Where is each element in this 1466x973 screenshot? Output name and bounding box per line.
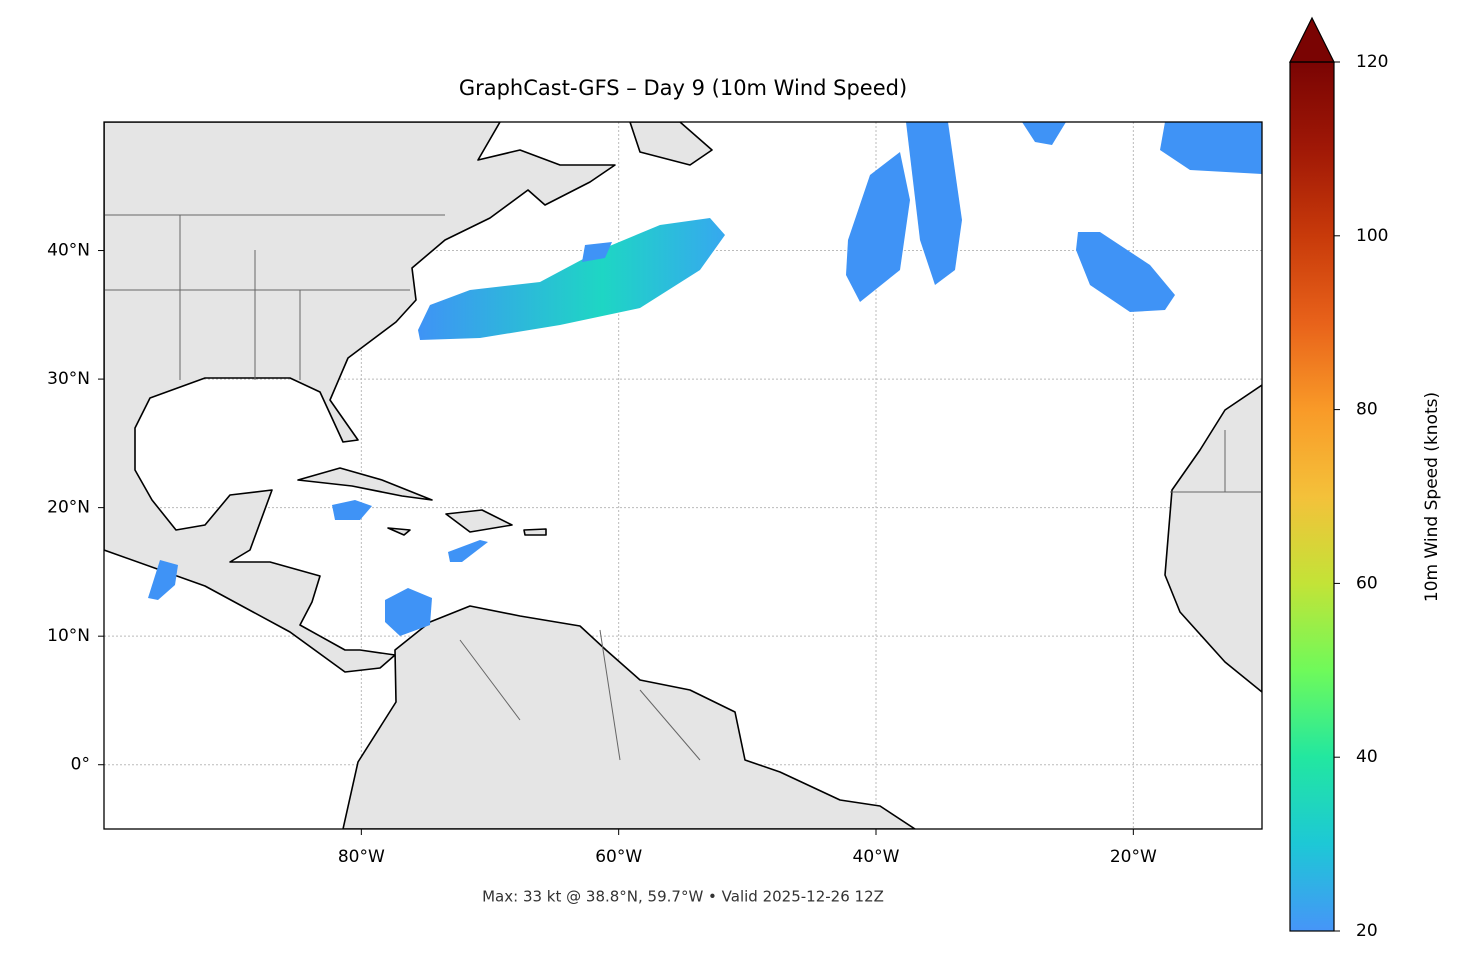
wind-area bbox=[846, 152, 910, 302]
colorbar-extend bbox=[1289, 16, 1335, 63]
colorbar-tick-label: 80 bbox=[1356, 400, 1378, 420]
colorbar-tick-label: 60 bbox=[1356, 573, 1378, 593]
puerto-rico bbox=[523, 528, 547, 536]
colorbar-tick-label: 40 bbox=[1356, 747, 1378, 767]
colorbar-tick-label: 20 bbox=[1356, 921, 1378, 941]
africa bbox=[1164, 384, 1262, 693]
wind-area bbox=[148, 560, 178, 600]
colorbar-tick-label: 120 bbox=[1356, 52, 1388, 72]
north-america bbox=[104, 122, 616, 673]
map-layer bbox=[104, 122, 1262, 829]
x-tick-label: 20°W bbox=[1110, 847, 1157, 867]
wind-area bbox=[448, 540, 488, 562]
y-tick-label: 10°N bbox=[47, 626, 90, 646]
wind-area bbox=[1160, 122, 1262, 174]
y-tick-label: 40°N bbox=[47, 241, 90, 261]
y-tick-label: 30°N bbox=[47, 369, 90, 389]
borders bbox=[104, 214, 1262, 761]
colorbar-label: 10m Wind Speed (knots) bbox=[1422, 392, 1442, 602]
wind-area bbox=[906, 122, 962, 285]
wind-area bbox=[582, 242, 612, 262]
colorbar: 20 40 60 80 100 120 bbox=[1289, 16, 1388, 941]
hispaniola bbox=[445, 509, 513, 533]
newfoundland bbox=[629, 122, 713, 166]
x-tick-label: 80°W bbox=[338, 847, 385, 867]
colorbar-frame bbox=[1289, 61, 1335, 932]
plot-frame bbox=[103, 121, 1263, 830]
chart-title: GraphCast-GFS – Day 9 (10m Wind Speed) bbox=[459, 76, 907, 100]
y-tick-label: 0° bbox=[71, 755, 90, 775]
x-tick-label: 60°W bbox=[595, 847, 642, 867]
colorbar-scale bbox=[1290, 62, 1334, 931]
wind-area bbox=[1076, 232, 1175, 312]
south-america bbox=[342, 605, 916, 829]
wind-area bbox=[418, 218, 725, 340]
wind-area bbox=[332, 500, 372, 520]
wind-area bbox=[1022, 122, 1066, 145]
caption: Max: 33 kt @ 38.8°N, 59.7°W • Valid 2025… bbox=[482, 888, 884, 906]
cuba bbox=[297, 467, 433, 501]
jamaica bbox=[387, 527, 411, 536]
y-tick-label: 20°N bbox=[47, 498, 90, 518]
wind-area bbox=[385, 588, 432, 636]
x-tick-label: 40°W bbox=[853, 847, 900, 867]
colorbar-tick-label: 100 bbox=[1356, 226, 1388, 246]
